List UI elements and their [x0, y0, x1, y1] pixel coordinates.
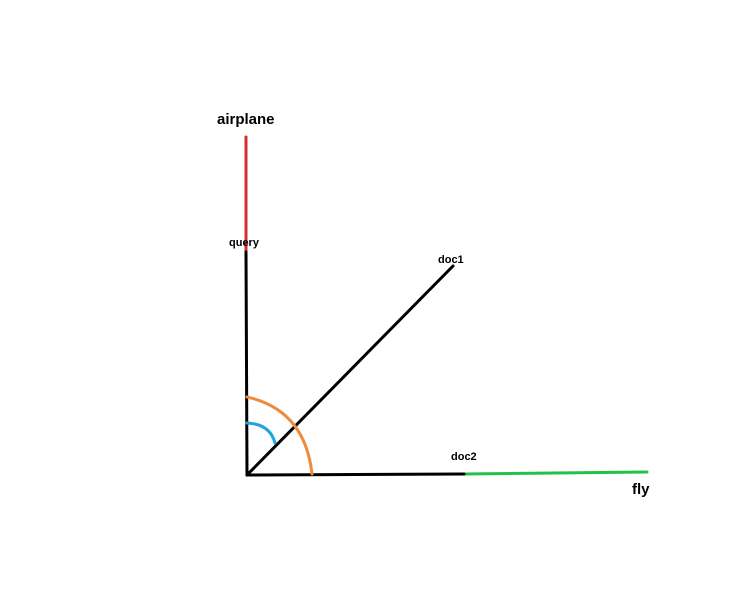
doc2-label: doc2 [451, 451, 477, 463]
angle-arc-query-doc2 [245, 395, 314, 476]
doc1-vector [245, 264, 455, 477]
query-label: query [229, 237, 260, 249]
angle-arc-query-doc1 [245, 421, 277, 445]
fly-axis-line [461, 470, 649, 476]
fly-axis-label: fly [632, 481, 650, 498]
doc1-label: doc1 [438, 254, 464, 266]
query-vector [244, 250, 249, 477]
doc2-vector [245, 472, 466, 477]
airplane-axis-label: airplane [217, 111, 275, 128]
